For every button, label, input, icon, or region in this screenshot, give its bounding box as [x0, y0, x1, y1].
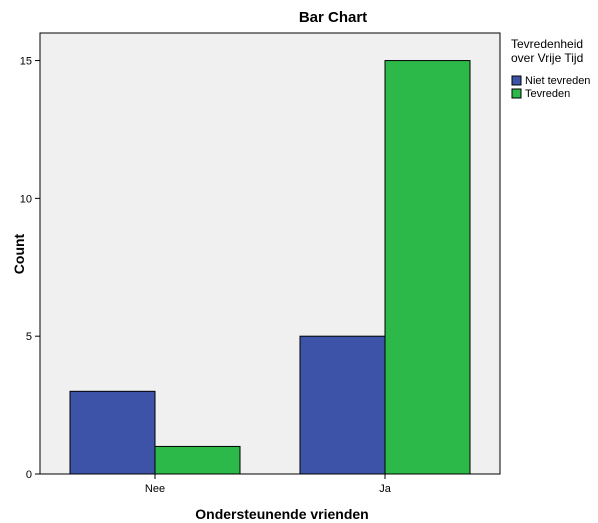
bar-niet-tevreden-nee [69, 390, 156, 475]
bar-niet-tevreden-ja [299, 335, 386, 475]
y-tick-label: 10 [20, 193, 32, 205]
bars [69, 60, 471, 475]
y-tick-label: 5 [26, 331, 32, 343]
y-tick-label: 15 [20, 56, 32, 68]
bar-tevreden-nee [154, 445, 241, 475]
legend: Tevredenheid over Vrije Tijd Niet tevred… [511, 37, 590, 100]
chart-title: Bar Chart [299, 9, 367, 26]
y-axis: 0 5 10 15 [20, 56, 40, 481]
x-tick-label: Ja [379, 483, 392, 495]
x-tick-label: Nee [145, 483, 165, 495]
x-axis-label: Ondersteunende vrienden [195, 506, 368, 522]
legend-swatch [511, 88, 522, 99]
y-axis-label: Count [11, 233, 27, 274]
legend-label: Tevreden [525, 88, 570, 100]
legend-title-line-2: over Vrije Tijd [511, 51, 583, 65]
legend-label: Niet tevreden [525, 75, 590, 87]
x-axis: Nee Ja [145, 474, 392, 495]
y-tick-label: 0 [26, 469, 32, 481]
legend-swatch [511, 75, 522, 86]
legend-title-line-1: Tevredenheid [511, 37, 583, 51]
bar-tevreden-ja [384, 60, 471, 475]
